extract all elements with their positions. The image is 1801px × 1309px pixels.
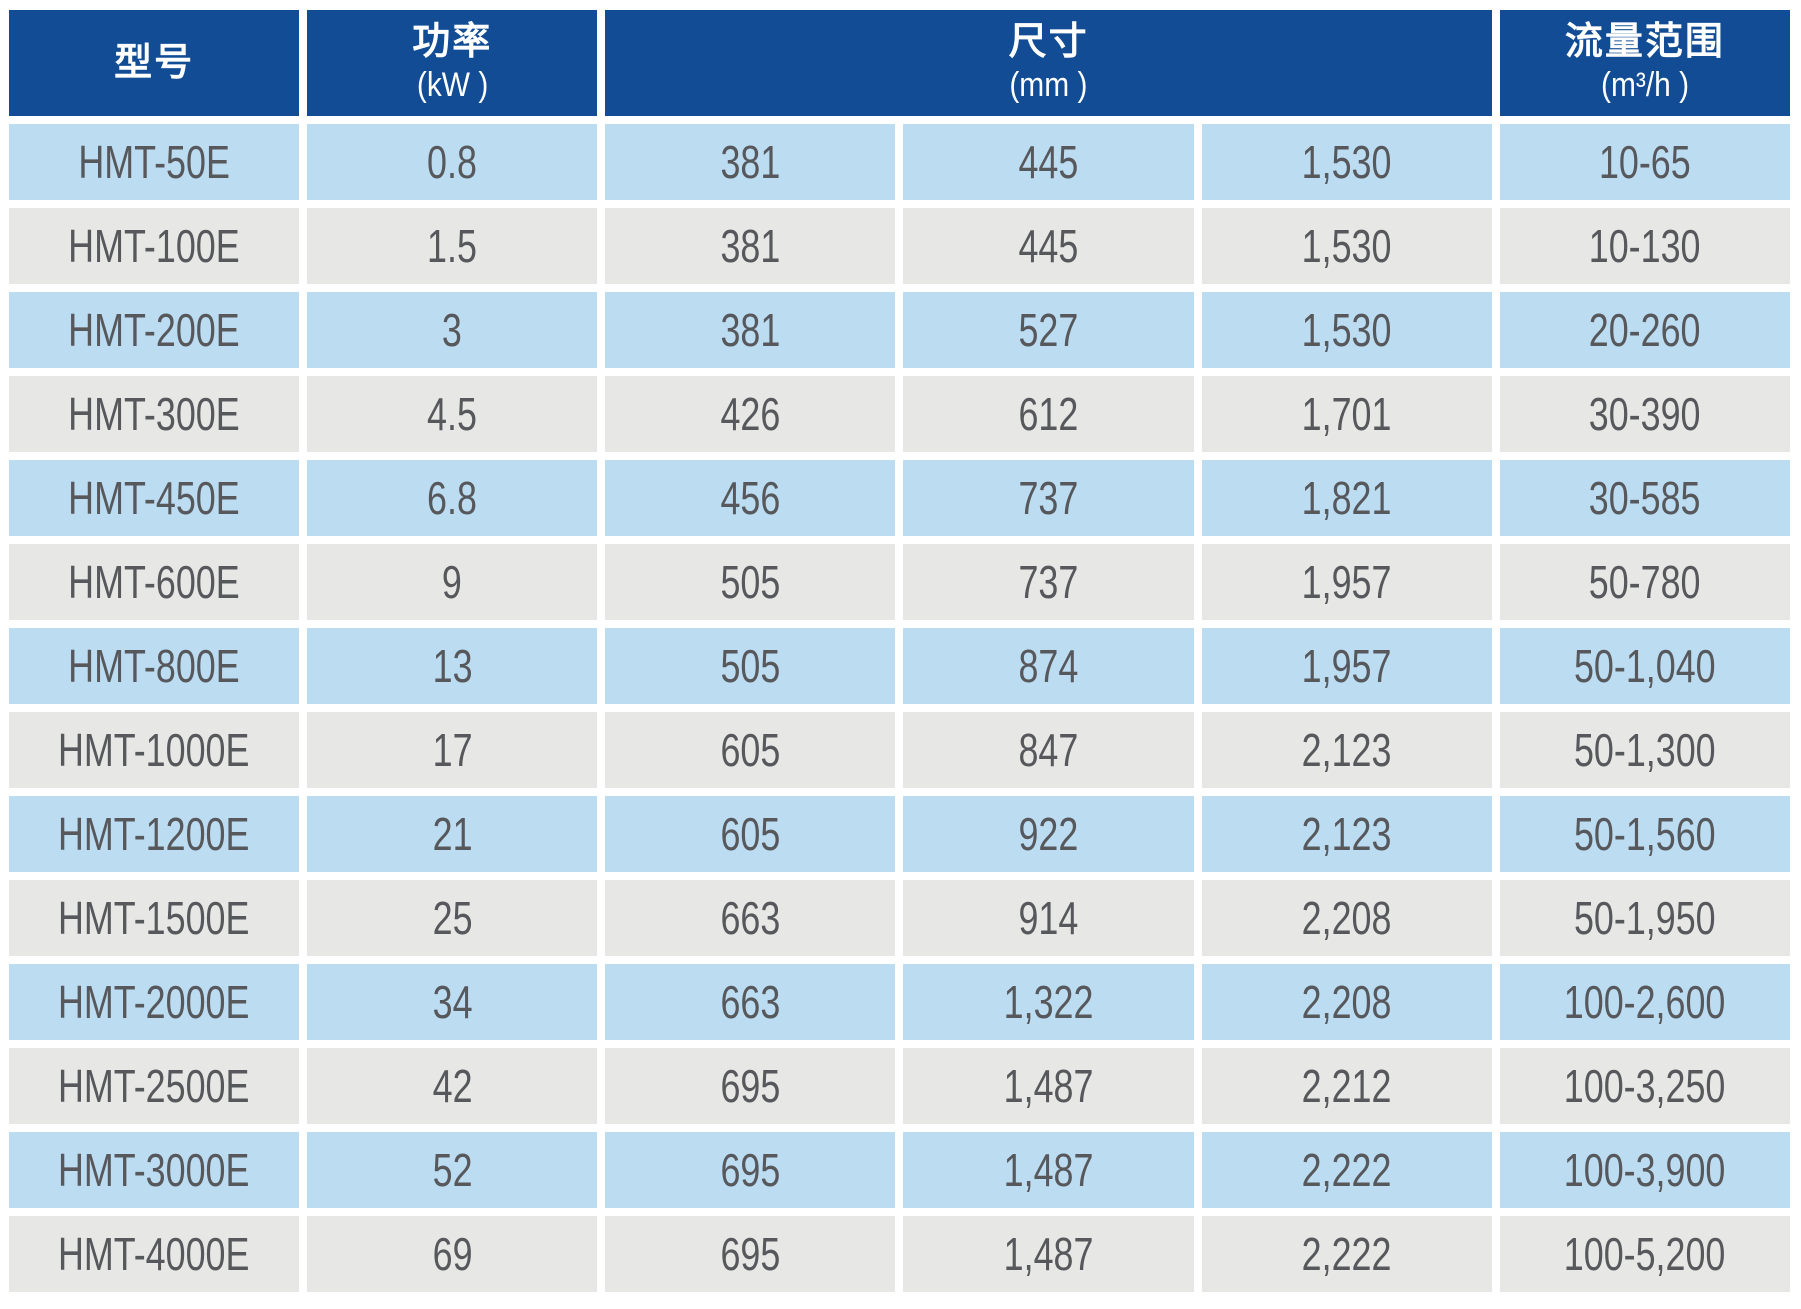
cell-dimension-2: 1,487	[903, 1132, 1194, 1208]
cell-dimension-1: 695	[605, 1048, 896, 1124]
cell-power: 13	[307, 628, 598, 704]
cell-dimension-3: 2,212	[1201, 1048, 1492, 1124]
cell-dimension-3: 2,208	[1201, 880, 1492, 956]
cell-dimension-3: 2,123	[1201, 712, 1492, 788]
header-power: 功率 (kW )	[307, 10, 598, 116]
cell-dimension-2: 445	[903, 208, 1194, 284]
cell-power: 42	[307, 1048, 598, 1124]
cell-model: HMT-2500E	[9, 1048, 300, 1124]
cell-dimension-1: 605	[605, 796, 896, 872]
cell-flow-range: 50-1,040	[1499, 628, 1790, 704]
cell-dimension-2: 527	[903, 292, 1194, 368]
header-flow-range-label: 流量范围	[1564, 21, 1725, 64]
cell-dimension-2: 1,487	[903, 1216, 1194, 1292]
cell-power: 4.5	[307, 376, 598, 452]
cell-model: HMT-450E	[9, 460, 300, 536]
cell-power: 25	[307, 880, 598, 956]
cell-model: HMT-1200E	[9, 796, 300, 872]
cell-dimension-1: 663	[605, 880, 896, 956]
cell-model: HMT-100E	[9, 208, 300, 284]
cell-model: HMT-300E	[9, 376, 300, 452]
cell-dimension-1: 605	[605, 712, 896, 788]
cell-dimension-2: 1,487	[903, 1048, 1194, 1124]
cell-power: 17	[307, 712, 598, 788]
cell-model: HMT-200E	[9, 292, 300, 368]
cell-model: HMT-3000E	[9, 1132, 300, 1208]
cell-dimension-3: 2,208	[1201, 964, 1492, 1040]
cell-model: HMT-50E	[9, 124, 300, 200]
cell-dimension-2: 612	[903, 376, 1194, 452]
cell-dimension-2: 847	[903, 712, 1194, 788]
cell-flow-range: 100-3,900	[1499, 1132, 1790, 1208]
cell-dimension-3: 1,701	[1201, 376, 1492, 452]
cell-dimension-2: 1,322	[903, 964, 1194, 1040]
cell-dimension-3: 1,821	[1201, 460, 1492, 536]
cell-model: HMT-1500E	[9, 880, 300, 956]
spec-table: 型号 功率 (kW ) 尺寸 (mm ) 流量范围 (m³/h ) HMT-50…	[9, 10, 1790, 1292]
cell-flow-range: 50-780	[1499, 544, 1790, 620]
cell-flow-range: 100-2,600	[1499, 964, 1790, 1040]
cell-dimension-3: 1,530	[1201, 292, 1492, 368]
cell-model: HMT-2000E	[9, 964, 300, 1040]
cell-flow-range: 50-1,300	[1499, 712, 1790, 788]
cell-dimension-3: 2,123	[1201, 796, 1492, 872]
header-flow-range-unit: (m³/h )	[1600, 66, 1689, 105]
cell-model: HMT-1000E	[9, 712, 300, 788]
cell-power: 52	[307, 1132, 598, 1208]
cell-dimension-1: 505	[605, 544, 896, 620]
cell-dimension-2: 445	[903, 124, 1194, 200]
cell-dimension-2: 737	[903, 544, 1194, 620]
cell-flow-range: 100-3,250	[1499, 1048, 1790, 1124]
header-model: 型号	[9, 10, 300, 116]
cell-dimension-1: 426	[605, 376, 896, 452]
cell-power: 69	[307, 1216, 598, 1292]
cell-dimension-1: 695	[605, 1132, 896, 1208]
cell-dimension-3: 1,530	[1201, 124, 1492, 200]
cell-dimension-1: 381	[605, 292, 896, 368]
cell-dimension-3: 1,957	[1201, 628, 1492, 704]
header-flow-range: 流量范围 (m³/h )	[1499, 10, 1790, 116]
cell-model: HMT-4000E	[9, 1216, 300, 1292]
cell-dimension-1: 381	[605, 208, 896, 284]
header-dimensions-unit: (mm )	[1009, 66, 1088, 105]
cell-flow-range: 10-65	[1499, 124, 1790, 200]
cell-dimension-1: 663	[605, 964, 896, 1040]
cell-dimension-2: 874	[903, 628, 1194, 704]
header-model-label: 型号	[114, 41, 195, 84]
cell-power: 9	[307, 544, 598, 620]
cell-power: 1.5	[307, 208, 598, 284]
cell-dimension-2: 737	[903, 460, 1194, 536]
cell-flow-range: 10-130	[1499, 208, 1790, 284]
cell-model: HMT-600E	[9, 544, 300, 620]
cell-power: 6.8	[307, 460, 598, 536]
header-dimensions-label: 尺寸	[1008, 21, 1089, 64]
cell-flow-range: 30-390	[1499, 376, 1790, 452]
cell-flow-range: 50-1,950	[1499, 880, 1790, 956]
cell-dimension-1: 381	[605, 124, 896, 200]
cell-power: 0.8	[307, 124, 598, 200]
cell-flow-range: 50-1,560	[1499, 796, 1790, 872]
cell-power: 34	[307, 964, 598, 1040]
header-power-unit: (kW )	[416, 66, 488, 105]
cell-dimension-2: 922	[903, 796, 1194, 872]
cell-power: 21	[307, 796, 598, 872]
cell-dimension-1: 505	[605, 628, 896, 704]
cell-dimension-3: 2,222	[1201, 1132, 1492, 1208]
cell-dimension-1: 456	[605, 460, 896, 536]
cell-flow-range: 20-260	[1499, 292, 1790, 368]
cell-dimension-1: 695	[605, 1216, 896, 1292]
cell-flow-range: 100-5,200	[1499, 1216, 1790, 1292]
header-dimensions: 尺寸 (mm )	[605, 10, 1492, 116]
cell-dimension-3: 2,222	[1201, 1216, 1492, 1292]
cell-model: HMT-800E	[9, 628, 300, 704]
cell-dimension-3: 1,530	[1201, 208, 1492, 284]
cell-power: 3	[307, 292, 598, 368]
cell-dimension-2: 914	[903, 880, 1194, 956]
cell-flow-range: 30-585	[1499, 460, 1790, 536]
header-power-label: 功率	[412, 21, 493, 64]
cell-dimension-3: 1,957	[1201, 544, 1492, 620]
